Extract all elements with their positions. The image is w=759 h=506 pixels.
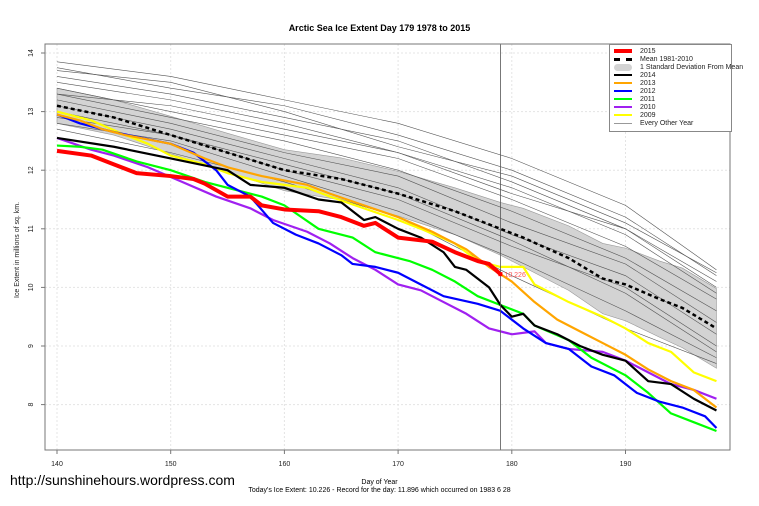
series-line-2011: [56, 144, 717, 432]
legend-item-other: Every Other Year: [614, 119, 693, 127]
y-tick-label: 12: [28, 166, 35, 174]
legend-label: 2010: [640, 103, 656, 111]
x-tick-label: 190: [620, 461, 632, 468]
other-year-line: [56, 61, 717, 271]
legend-item-2011: 2011: [614, 95, 655, 103]
legend-label: 2012: [640, 87, 656, 95]
current-value-marker: [498, 272, 503, 277]
legend-swatch: [614, 63, 632, 71]
footer-summary: Today's Ice Extent: 10.226 - Record for …: [248, 487, 511, 494]
x-tick-label: 140: [51, 461, 63, 468]
legend-swatch: [614, 82, 632, 84]
series-line-2012: [56, 113, 718, 429]
watermark-url[interactable]: http://sunshinehours.wordpress.com: [10, 472, 235, 488]
chart-title: Arctic Sea Ice Extent Day 179 1978 to 20…: [288, 23, 471, 33]
legend-swatch: [614, 90, 632, 92]
other-year-line: [56, 105, 717, 335]
legend-item-2012: 2012: [614, 87, 656, 95]
other-year-line: [56, 93, 717, 282]
y-tick-label: 11: [28, 225, 35, 232]
legend-swatch: [614, 49, 632, 53]
x-axis-label: Day of Year: [361, 479, 398, 486]
y-tick-label: 14: [28, 49, 35, 57]
series-line-2014: [56, 136, 717, 412]
other-year-line: [56, 99, 717, 323]
legend-swatch: [614, 74, 632, 76]
legend-swatch: [614, 98, 632, 100]
legend-item-mean: Mean 1981-2010: [614, 55, 693, 63]
series-line-2009: [56, 110, 717, 383]
legend-label: 2011: [640, 95, 656, 103]
plot-frame: [44, 43, 731, 451]
y-tick-label: 13: [28, 108, 35, 116]
y-tick-label: 10: [28, 283, 35, 291]
x-tick-label: 150: [165, 461, 177, 468]
x-tick-label: 180: [506, 461, 518, 468]
legend-label: Mean 1981-2010: [640, 55, 693, 63]
legend-swatch: [614, 57, 632, 61]
mean-line: [56, 104, 718, 330]
other-year-line: [56, 67, 717, 276]
legend-label: 2014: [640, 71, 656, 79]
x-tick-label: 160: [279, 461, 291, 468]
y-tick-label: 9: [28, 344, 35, 348]
legend-label: Every Other Year: [640, 119, 694, 127]
legend-item-2010: 2010: [614, 103, 656, 111]
legend-label: 2015: [640, 47, 656, 55]
other-year-line: [56, 93, 717, 312]
legend-item-sd: 1 Standard Deviation From Mean: [614, 63, 743, 71]
legend-label: 2009: [640, 111, 656, 119]
legend-swatch: [614, 106, 632, 108]
other-year-line: [56, 123, 717, 358]
series-line-2015: [56, 148, 502, 276]
legend-swatch: [614, 114, 632, 116]
legend-item-2015: 2015: [614, 47, 656, 55]
legend-label: 2013: [640, 79, 656, 87]
other-year-line: [56, 70, 717, 274]
other-year-line: [56, 87, 717, 300]
legend-label: 1 Standard Deviation From Mean: [640, 63, 744, 71]
legend-item-2009: 2009: [614, 111, 656, 119]
x-tick-label: 170: [392, 461, 404, 468]
legend-item-2013: 2013: [614, 79, 656, 87]
legend-item-2014: 2014: [614, 71, 656, 79]
y-tick-label: 8: [28, 403, 35, 407]
legend: 2015 Mean 1981-2010 1 Standard Deviation…: [609, 44, 743, 132]
current-value-label: 10.226: [504, 272, 526, 279]
series-line-2013: [56, 113, 718, 409]
y-axis-label: Ice Extent in millions of sq. km.: [14, 202, 21, 298]
legend-swatch: [614, 122, 632, 124]
